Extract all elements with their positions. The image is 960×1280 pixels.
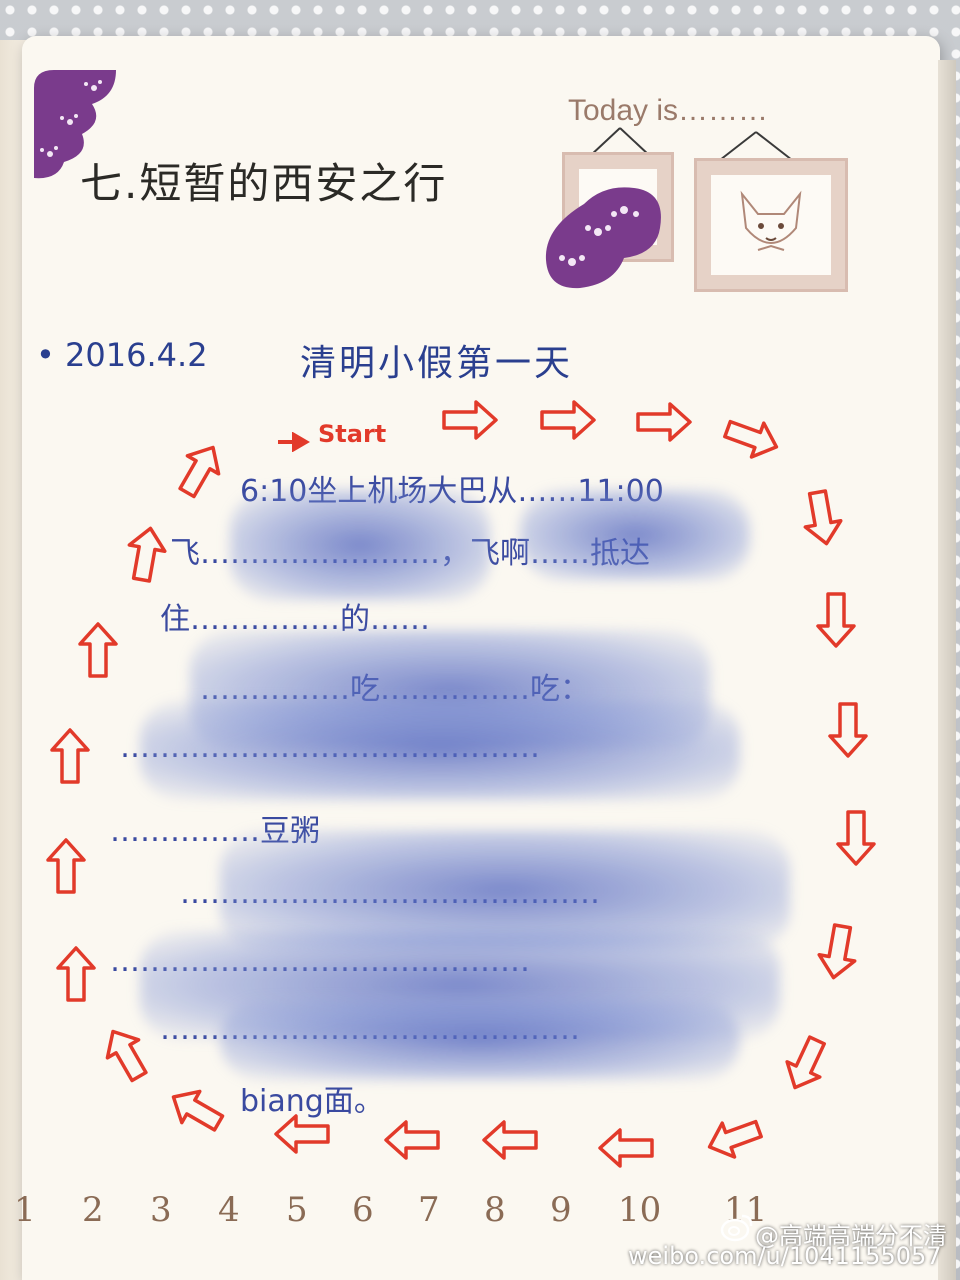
watermark-handle: @高端高端分不清: [755, 1222, 947, 1250]
picture-frame-right: [694, 158, 848, 292]
watermark-url: weibo.com/u/1041155057: [628, 1242, 942, 1270]
cartoon-fox-icon: [740, 190, 802, 251]
body-line-10: biang面。: [240, 1084, 384, 1119]
blurred-text-region: [230, 490, 490, 600]
page-number: 5: [286, 1190, 308, 1230]
frame-hanging-strings: [589, 127, 793, 161]
page-number: 9: [550, 1190, 572, 1230]
page-number: 1: [14, 1190, 36, 1230]
blurred-text-region: [140, 700, 740, 800]
journal-title: 七.短暂的西安之行: [80, 159, 448, 208]
page-number: 3: [150, 1190, 172, 1230]
entry-heading: 清明小假第一天: [300, 343, 574, 384]
purple-flower-corner-decoration: [34, 70, 116, 179]
page-number: 6: [352, 1190, 374, 1230]
blurred-text-region: [520, 490, 750, 580]
page-edge: [938, 60, 956, 1280]
today-is-label: Today is………: [568, 94, 769, 127]
page-number: 10: [618, 1190, 662, 1230]
purple-flower-decoration: [545, 187, 661, 289]
entry-date: • 2016.4.2: [36, 336, 208, 374]
start-arrow-icon: [278, 432, 310, 452]
page-number: 2: [82, 1190, 104, 1230]
page-number: 8: [484, 1190, 506, 1230]
page-number: 4: [218, 1190, 240, 1230]
weibo-logo-icon: [720, 1214, 753, 1242]
start-label: Start: [318, 420, 387, 448]
blurred-text-region: [220, 1000, 740, 1080]
page-number: 7: [418, 1190, 440, 1230]
page-ruler-numbers: 1 2 3 4 5 6 7 8 9 10 11: [0, 1190, 960, 1240]
